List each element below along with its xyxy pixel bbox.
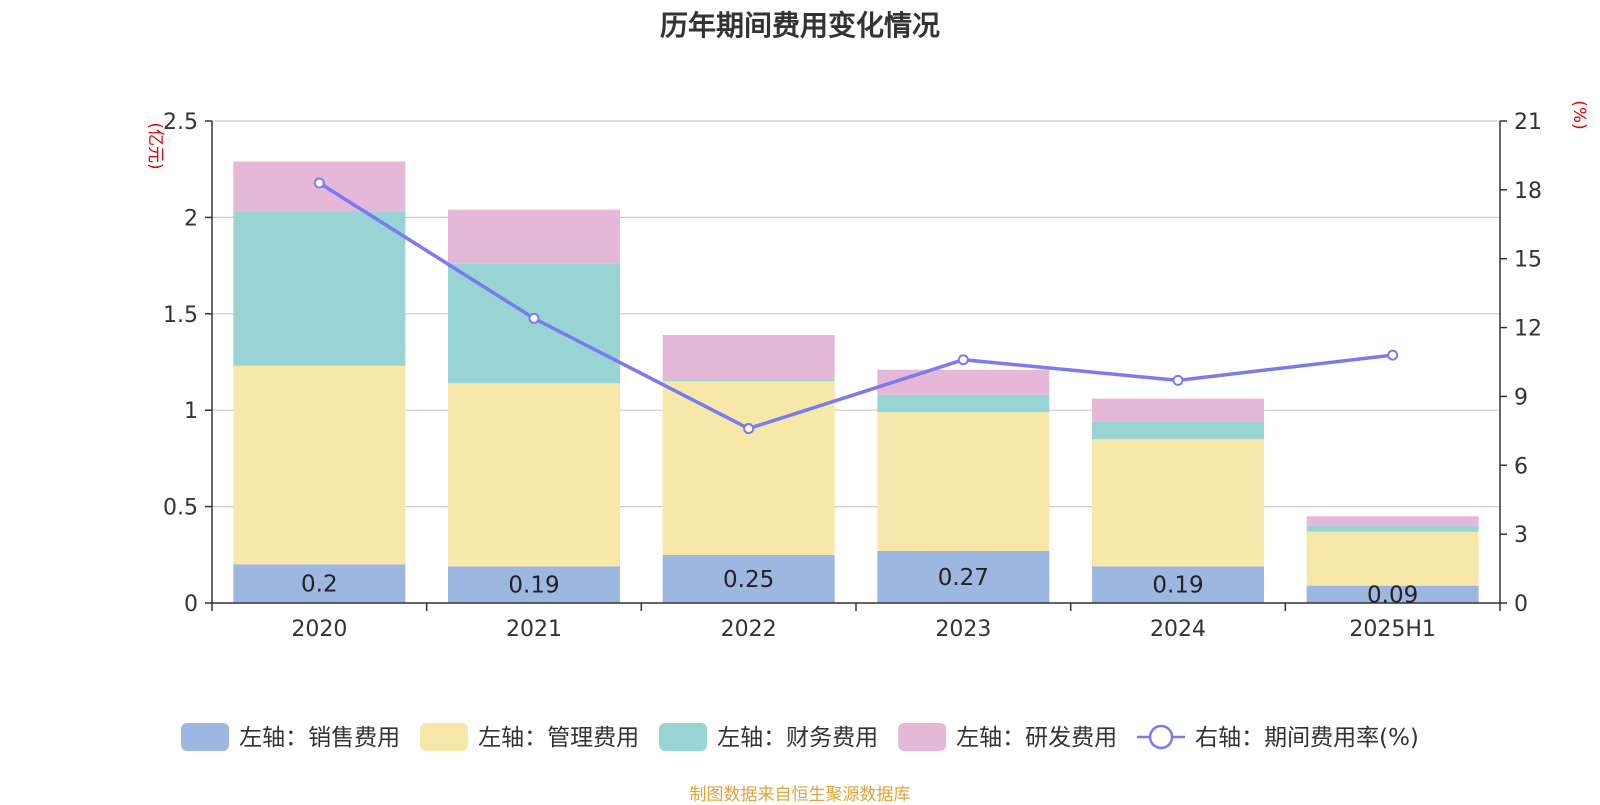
- chart-title: 历年期间费用变化情况: [659, 9, 940, 42]
- x-tick-label: 2024: [1150, 617, 1206, 642]
- bar-data-label: 0.25: [723, 567, 774, 593]
- right-tick-label: 12: [1514, 317, 1542, 342]
- legend-swatch: [420, 723, 469, 751]
- rate-point: [1172, 374, 1184, 386]
- bars: [233, 161, 1479, 603]
- bar-segment: [1092, 421, 1264, 440]
- bar-data-label: 0.27: [938, 565, 989, 591]
- bar-segment: [1306, 525, 1479, 532]
- axes: 0 0.5 1 1.5 2 2.5 0 3 6 9 12 15 18 21 2020 2021 2022 2023…: [145, 100, 1589, 642]
- rate-line-path: [318, 181, 1393, 431]
- bar-data-label: 0.19: [508, 573, 559, 599]
- bar-segment: [662, 381, 835, 555]
- bar-segment: [1306, 516, 1479, 526]
- bar-segment: [448, 566, 620, 603]
- x-tick-label: 2020: [291, 617, 347, 642]
- legend-swatch: [181, 723, 230, 751]
- legend-marker: [1148, 724, 1174, 750]
- x-tick-label: 2021: [506, 617, 562, 642]
- bar-data-label: 0.2: [301, 572, 338, 598]
- rate-point: [957, 354, 969, 366]
- rate-point: [313, 177, 325, 189]
- rate-point: [1387, 349, 1399, 361]
- bar-segment: [877, 369, 1050, 395]
- left-tick-label: 1.5: [163, 303, 198, 328]
- right-tick-label: 15: [1514, 248, 1542, 273]
- left-axis-unit: (亿元): [145, 122, 165, 169]
- bar-segment: [448, 209, 620, 264]
- source-note: 制图数据来自恒生聚源数据库: [689, 785, 911, 805]
- right-tick-label: 18: [1514, 179, 1542, 204]
- legend-label: 左轴：管理费用: [478, 725, 639, 751]
- bar-segment: [448, 383, 620, 567]
- rate-point: [743, 423, 755, 435]
- right-tick-label: 9: [1514, 385, 1528, 410]
- legend-swatch: [898, 723, 947, 751]
- right-tick-label: 0: [1514, 592, 1528, 617]
- bar-segment: [662, 335, 835, 380]
- legend[interactable]: 左轴：销售费用 左轴：管理费用 左轴：财务费用 左轴：研发费用 右轴：期间费用率(%): [181, 723, 1419, 751]
- bar-segment: [1092, 439, 1264, 567]
- legend-item[interactable]: 左轴：研发费用: [898, 723, 1117, 751]
- legend-label: 左轴：财务费用: [717, 725, 878, 751]
- bar-segment: [1306, 531, 1479, 586]
- grid-lines: [212, 120, 1500, 508]
- legend-item[interactable]: 左轴：管理费用: [420, 723, 639, 751]
- bar-segment: [662, 554, 835, 603]
- legend-item[interactable]: 左轴：销售费用: [181, 723, 400, 751]
- bar-segment: [877, 412, 1050, 551]
- bar-segment: [662, 379, 835, 382]
- bar-data-label: 0.19: [1152, 573, 1203, 599]
- right-axis-unit: (%): [1569, 100, 1589, 129]
- legend-label: 右轴：期间费用率(%): [1195, 725, 1419, 751]
- bar-segment: [1092, 398, 1264, 422]
- bar-segment: [877, 550, 1050, 603]
- bar-data-label: 0.09: [1367, 582, 1418, 608]
- left-tick-label: 2: [184, 206, 198, 231]
- bar-segment: [233, 365, 406, 565]
- legend-label: 左轴：销售费用: [239, 725, 400, 751]
- bar-segment: [1306, 585, 1479, 603]
- right-tick-label: 21: [1514, 110, 1542, 135]
- right-tick-label: 6: [1514, 454, 1528, 479]
- rate-point: [528, 312, 540, 324]
- legend-swatch: [659, 723, 708, 751]
- left-tick-label: 0: [184, 592, 198, 617]
- x-tick-label: 2022: [721, 617, 777, 642]
- legend-item[interactable]: 右轴：期间费用率(%): [1137, 724, 1419, 751]
- bar-segment: [877, 394, 1050, 413]
- legend-label: 左轴：研发费用: [956, 725, 1117, 751]
- right-tick-label: 3: [1514, 523, 1528, 548]
- legend-item[interactable]: 左轴：财务费用: [659, 723, 878, 751]
- left-tick-label: 2.5: [163, 110, 198, 135]
- x-tick-label: 2025H1: [1349, 617, 1436, 642]
- left-tick-label: 0.5: [163, 496, 198, 521]
- data-labels: 0.2 0.19 0.25 0.27 0.19 0.09: [301, 565, 1418, 608]
- rate-line: [313, 177, 1399, 435]
- bar-segment: [233, 564, 406, 603]
- bar-segment: [1092, 566, 1264, 603]
- x-tick-label: 2023: [935, 617, 991, 642]
- bar-segment: [233, 211, 406, 366]
- left-tick-label: 1: [184, 399, 198, 424]
